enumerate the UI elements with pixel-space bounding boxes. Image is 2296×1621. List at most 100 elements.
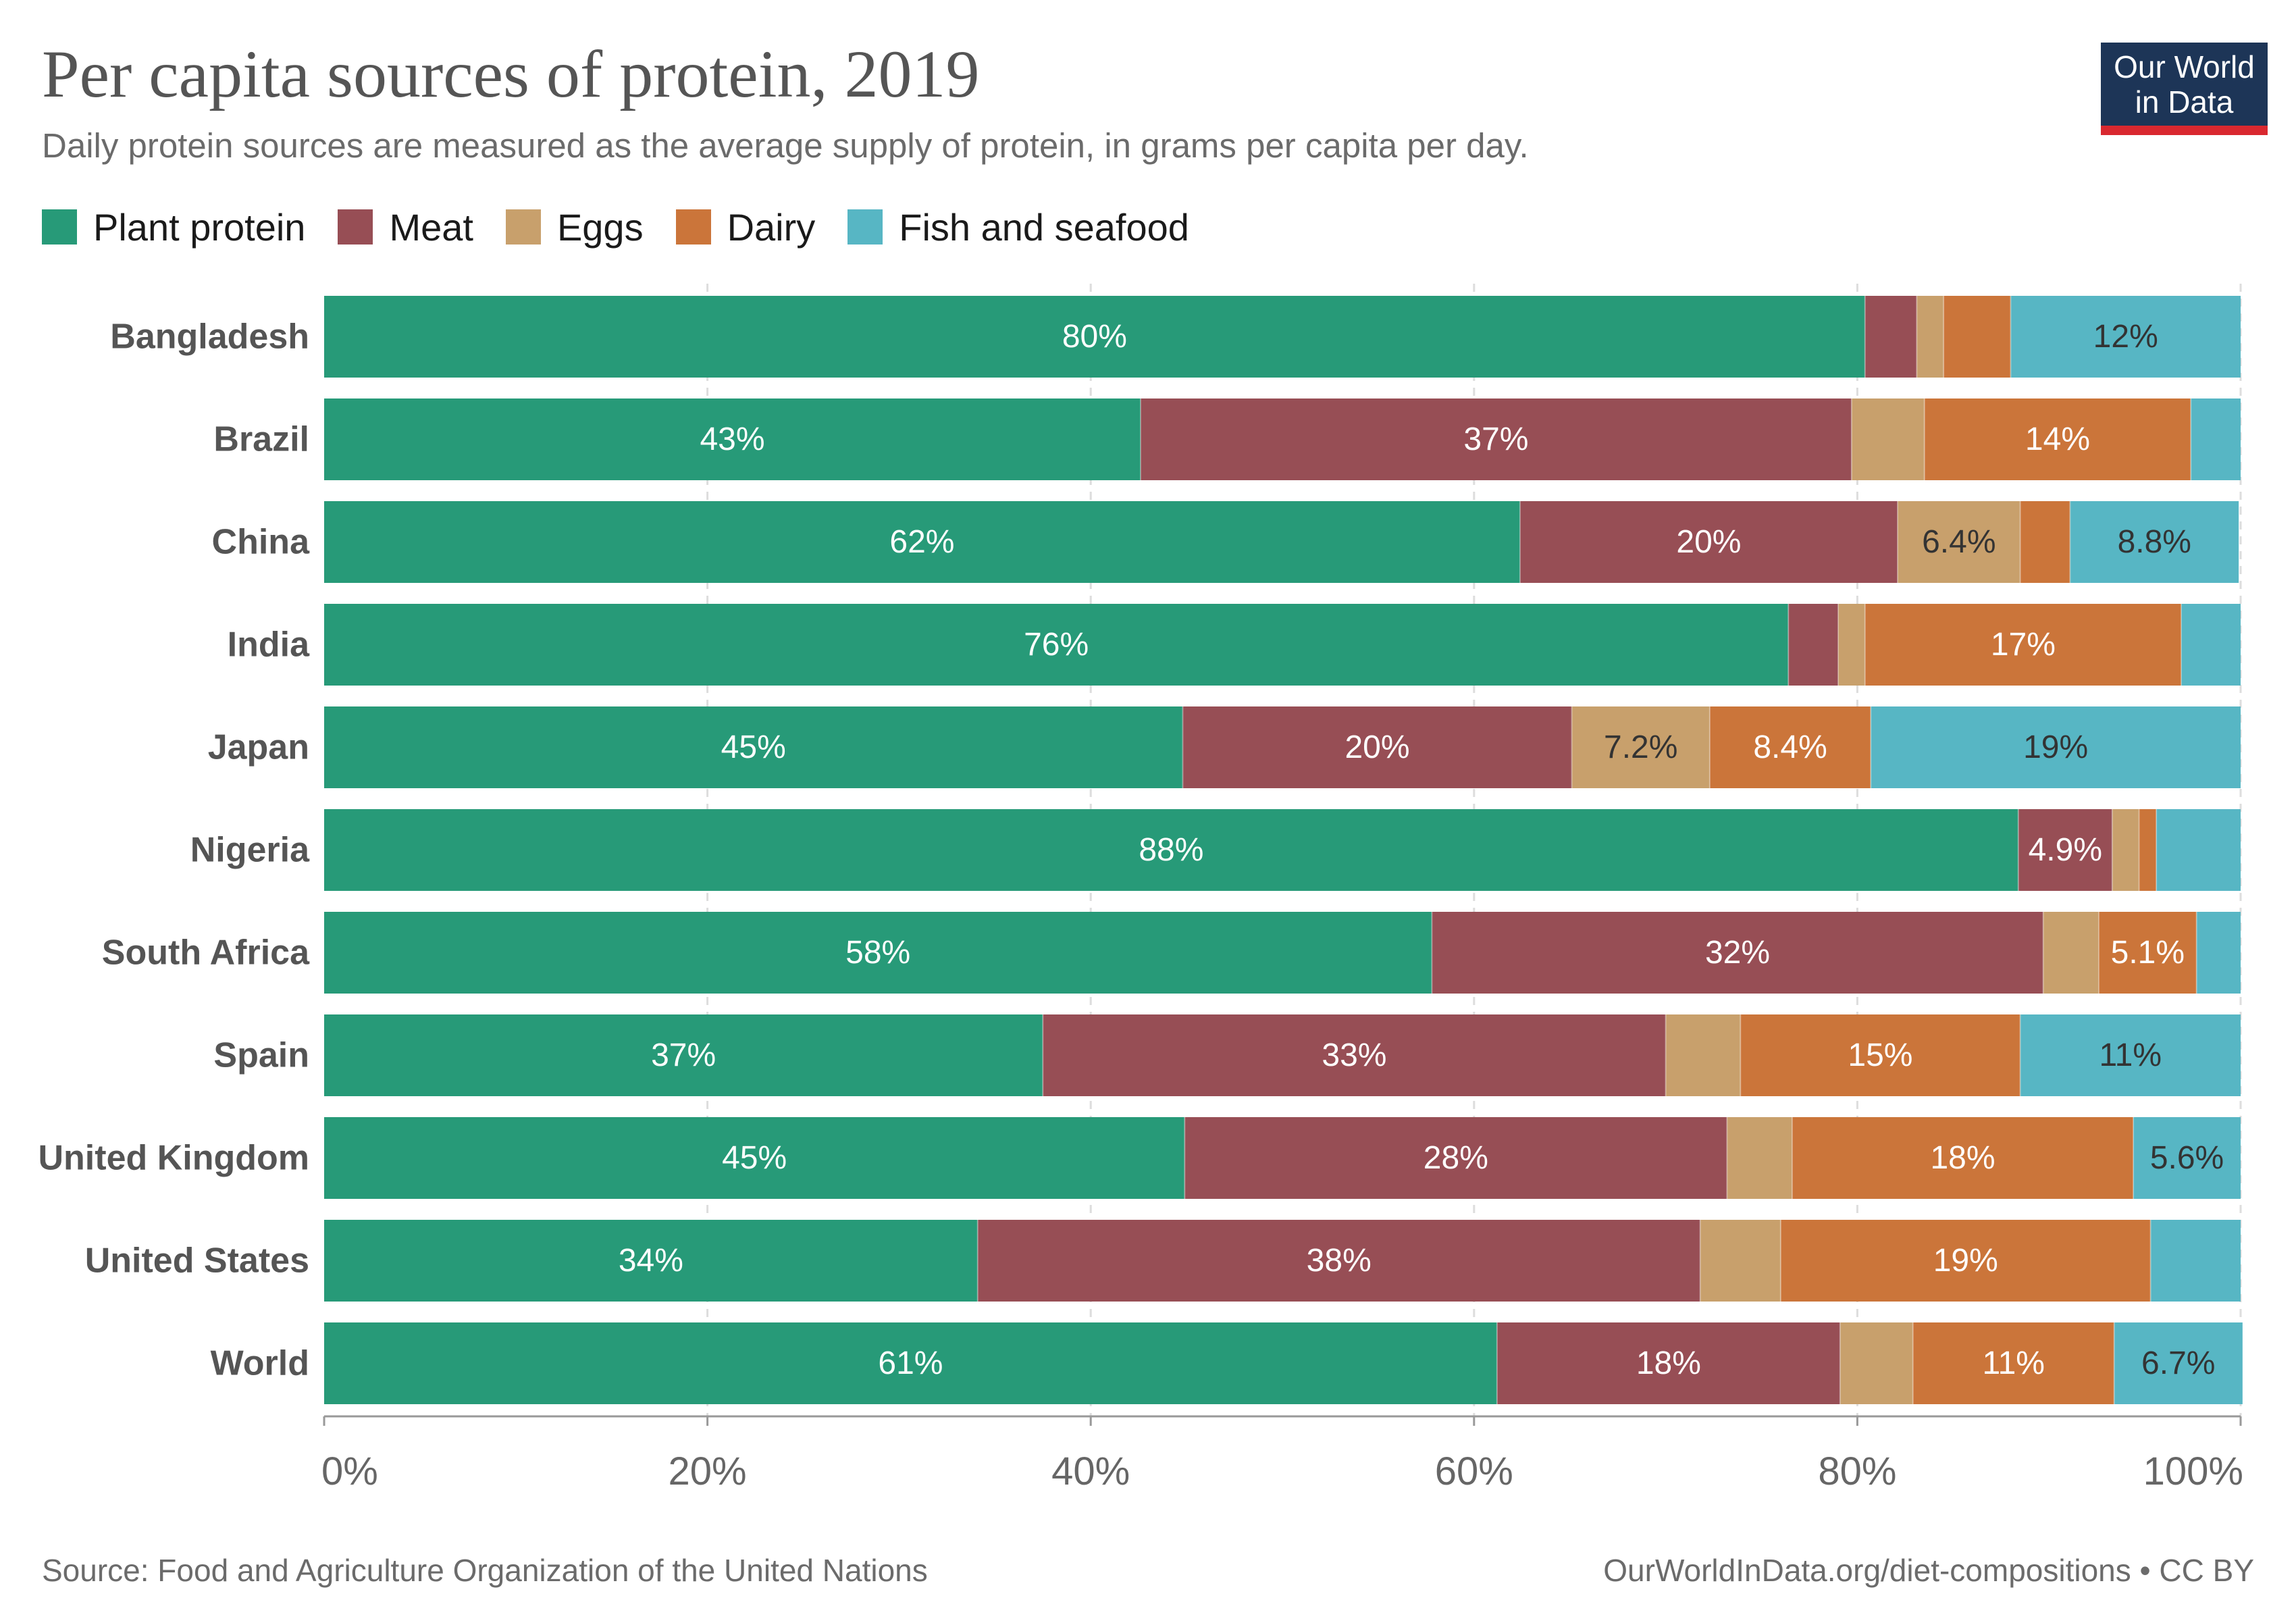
x-tick-label: 40% [1051, 1449, 1130, 1493]
category-label: Bangladesh [110, 317, 309, 357]
bar-segment-fish-and-seafood[interactable] [1871, 706, 2241, 788]
data-label: 6.7% [2141, 1345, 2215, 1381]
category-label: United States [85, 1241, 309, 1281]
bar-segment-fish-and-seafood[interactable] [2133, 1117, 2241, 1199]
x-tick-label: 80% [1818, 1449, 1896, 1493]
data-label: 61% [878, 1345, 943, 1381]
bar-segment-eggs[interactable] [1571, 706, 1710, 788]
data-label: 18% [1636, 1345, 1701, 1381]
data-label: 20% [1345, 729, 1409, 765]
bar-segment-plant-protein[interactable] [324, 398, 1141, 480]
bar-segment-fish-and-seafood[interactable] [2020, 1014, 2241, 1096]
bar-segment-plant-protein[interactable] [324, 1014, 1043, 1096]
bar-segment-eggs[interactable] [1665, 1014, 1741, 1096]
bar-segment-meat[interactable] [1496, 1322, 1840, 1404]
category-label: Japan [208, 728, 309, 767]
bar-segment-plant-protein[interactable] [324, 604, 1789, 686]
data-label: 62% [889, 524, 954, 560]
source-link[interactable]: OurWorldInData.org/diet-compositions • C… [1603, 1553, 2254, 1588]
legend-item-meat[interactable]: Meat [338, 205, 473, 249]
bar-segment-fish-and-seafood[interactable] [2156, 809, 2241, 891]
legend-label: Eggs [556, 205, 644, 249]
legend-item-plant-protein[interactable]: Plant protein [42, 205, 305, 249]
legend-item-fish-and-seafood[interactable]: Fish and seafood [847, 205, 1189, 249]
data-label: 19% [1933, 1243, 1998, 1279]
legend-swatch [675, 209, 711, 245]
bar-segment-meat[interactable] [1788, 604, 1839, 686]
bar-segment-plant-protein[interactable] [324, 296, 1865, 378]
bar-segment-plant-protein[interactable] [324, 706, 1183, 788]
category-label: Spain [213, 1036, 309, 1075]
bar-segment-meat[interactable] [1184, 1117, 1727, 1199]
bar-segment-eggs[interactable] [1897, 501, 2020, 583]
legend-item-dairy[interactable]: Dairy [675, 205, 816, 249]
bar-segment-eggs[interactable] [1727, 1117, 1792, 1199]
data-label: 45% [721, 729, 786, 765]
legend-label: Dairy [727, 205, 816, 249]
data-label: 37% [1463, 421, 1528, 457]
bar-segment-fish-and-seafood[interactable] [2181, 604, 2241, 686]
bar-segment-eggs[interactable] [2043, 912, 2099, 994]
data-label: 6.4% [1922, 524, 1995, 560]
bar-segment-dairy[interactable] [2020, 501, 2070, 583]
bar-segment-eggs[interactable] [1851, 398, 1925, 480]
bar-segment-eggs[interactable] [2112, 809, 2139, 891]
bar-segment-meat[interactable] [2018, 809, 2112, 891]
legend-label: Meat [389, 205, 473, 249]
bar-segment-dairy[interactable] [1709, 706, 1871, 788]
legend-item-eggs[interactable]: Eggs [505, 205, 644, 249]
bar-segment-dairy[interactable] [1912, 1322, 2114, 1404]
data-label: 5.6% [2150, 1140, 2224, 1176]
data-label: 5.1% [2111, 935, 2185, 971]
data-label: 88% [1139, 832, 1203, 868]
bar-segment-plant-protein[interactable] [324, 912, 1432, 994]
bar-segment-meat[interactable] [1140, 398, 1852, 480]
data-label: 7.2% [1604, 729, 1677, 765]
bar-segment-fish-and-seafood[interactable] [2196, 912, 2241, 994]
bar-segment-fish-and-seafood[interactable] [2150, 1220, 2241, 1302]
owid-logo[interactable]: Our World in Data [2101, 43, 2268, 135]
bar-segment-eggs[interactable] [1840, 1322, 1913, 1404]
bar-segment-eggs[interactable] [1700, 1220, 1781, 1302]
bar-segment-meat[interactable] [1043, 1014, 1666, 1096]
bar-segment-plant-protein[interactable] [324, 1322, 1497, 1404]
legend-swatch [338, 209, 373, 245]
bar-segment-dairy[interactable] [1740, 1014, 2020, 1096]
data-label: 11% [2099, 1037, 2162, 1073]
bar-segment-fish-and-seafood[interactable] [2010, 296, 2241, 378]
bar-segment-dairy[interactable] [1924, 398, 2191, 480]
data-label: 14% [2025, 421, 2090, 457]
bar-segment-plant-protein[interactable] [324, 809, 2018, 891]
bar-segment-plant-protein[interactable] [324, 501, 1520, 583]
x-tick-label: 0% [321, 1449, 378, 1493]
bar-segment-fish-and-seafood[interactable] [2070, 501, 2239, 583]
bar-segment-dairy[interactable] [1864, 604, 2182, 686]
data-label: 18% [1930, 1140, 1995, 1176]
bar-segment-fish-and-seafood[interactable] [2191, 398, 2241, 480]
logo-line-1: Our World [2114, 49, 2255, 84]
data-label: 76% [1024, 627, 1089, 663]
bar-segment-meat[interactable] [1519, 501, 1898, 583]
bar-segment-plant-protein[interactable] [324, 1220, 978, 1302]
data-label: 8.8% [2118, 524, 2191, 560]
data-label: 33% [1322, 1037, 1386, 1073]
bar-segment-dairy[interactable] [2098, 912, 2197, 994]
bar-segment-eggs[interactable] [1838, 604, 1865, 686]
bar-segment-dairy[interactable] [1780, 1220, 2151, 1302]
bar-segment-meat[interactable] [1432, 912, 2043, 994]
data-label: 11% [1982, 1345, 2045, 1381]
bar-segment-fish-and-seafood[interactable] [2114, 1322, 2243, 1404]
bar-segment-plant-protein[interactable] [324, 1117, 1185, 1199]
legend-swatch [42, 209, 77, 245]
x-tick-label: 60% [1435, 1449, 1513, 1493]
bar-segment-eggs[interactable] [1916, 296, 1944, 378]
data-label: 80% [1062, 319, 1127, 355]
bar-segment-meat[interactable] [1182, 706, 1572, 788]
bar-segment-meat[interactable] [1864, 296, 1917, 378]
bar-segment-meat[interactable] [977, 1220, 1700, 1302]
bar-segment-dairy[interactable] [2139, 809, 2157, 891]
bar-segment-dairy[interactable] [1792, 1117, 2134, 1199]
x-tick-label: 20% [669, 1449, 747, 1493]
bar-segment-dairy[interactable] [1943, 296, 2011, 378]
